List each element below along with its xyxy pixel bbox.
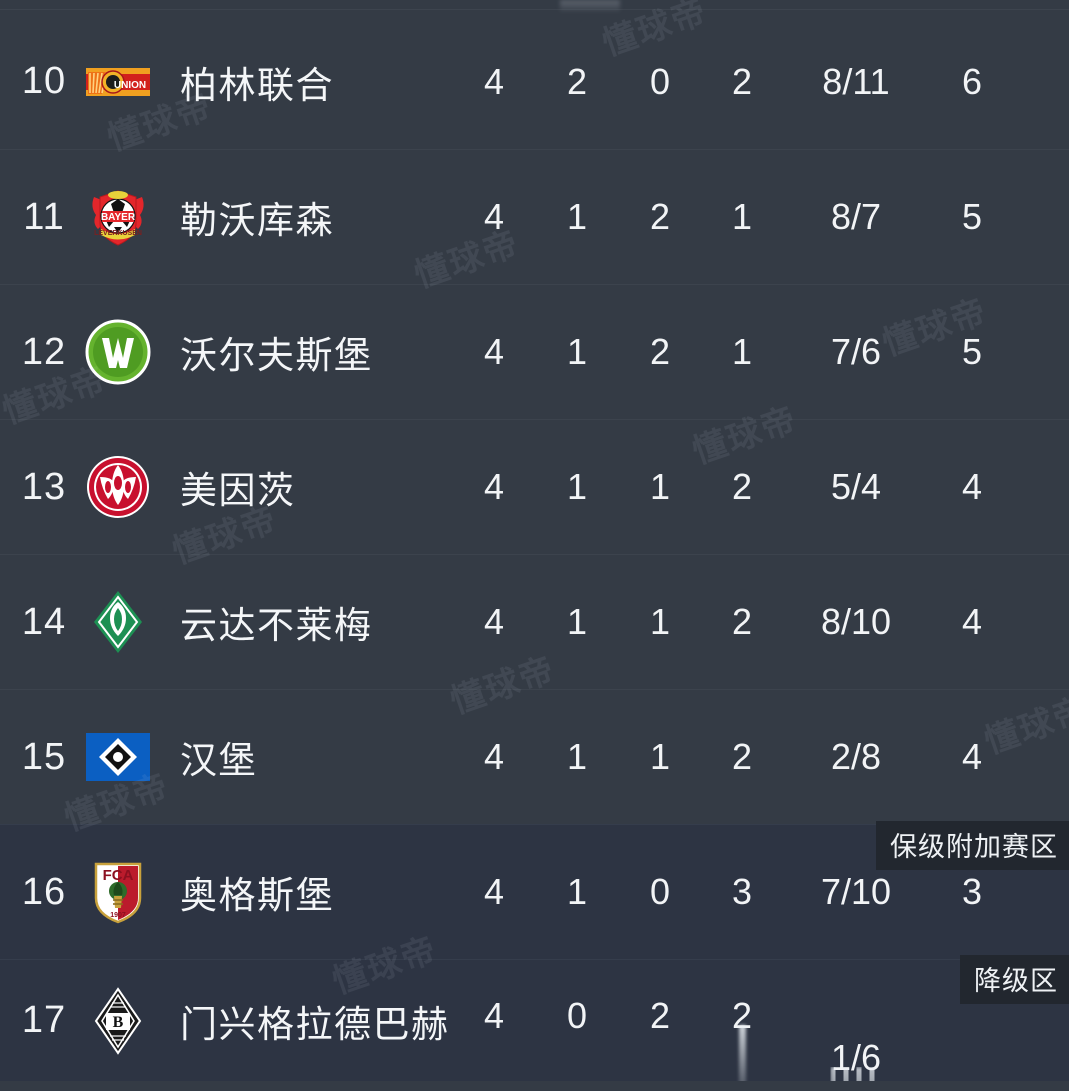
mainz-crest xyxy=(82,451,154,523)
svg-text:LEVERKUSEN: LEVERKUSEN xyxy=(94,230,142,237)
lost-cell: 2 xyxy=(435,995,1050,1037)
stats-group: 4 1 1 2 8/10 4 xyxy=(454,555,1069,689)
table-row[interactable]: 13 美因茨 4 1 1 2 5/4 4 xyxy=(0,419,1069,554)
lost-cell: 2 xyxy=(731,466,753,507)
rank-cell: 11 xyxy=(23,195,65,238)
drawn-cell: 1 xyxy=(649,736,671,777)
team-name[interactable]: 沃尔夫斯堡 xyxy=(180,335,373,376)
drawn-cell: 2 xyxy=(649,196,671,237)
drawn-cell: 2 xyxy=(649,331,671,372)
standings-table: 10 UNION 柏林联合 4 2 0 2 8/11 6 11 xyxy=(0,14,1069,1081)
rank-cell: 10 xyxy=(21,60,67,102)
played-cell: 4 xyxy=(483,871,505,912)
werder-bremen-crest xyxy=(82,586,154,658)
row-divider xyxy=(0,9,1069,10)
stats-group: 4 2 0 2 8/11 6 xyxy=(454,14,1069,149)
team-name[interactable]: 美因茨 xyxy=(180,470,296,511)
drawn-cell: 0 xyxy=(649,60,671,102)
svg-text:B: B xyxy=(113,1014,124,1031)
augsburg-crest: FCA 1907 xyxy=(82,856,154,928)
team-name[interactable]: 汉堡 xyxy=(180,740,257,781)
goals-cell: 1/6 xyxy=(549,1037,1069,1079)
stats-group: 4 1 2 1 7/6 5 xyxy=(454,285,1069,419)
points-cell: 2 xyxy=(665,1079,1069,1081)
scroll-smear-artifact xyxy=(560,0,620,13)
points-cell: 3 xyxy=(961,871,983,912)
team-name[interactable]: 奥格斯堡 xyxy=(180,875,334,916)
lost-cell: 3 xyxy=(731,871,753,912)
goals-cell: 8/7 xyxy=(830,196,882,237)
goals-cell: 8/10 xyxy=(820,601,892,642)
table-row[interactable]: 11 BAYER LEVERKUSEN 勒沃库森 4 1 2 1 8/7 5 xyxy=(0,149,1069,284)
won-cell: 1 xyxy=(566,601,588,642)
played-cell: 4 xyxy=(483,331,505,372)
clipped-row-top xyxy=(0,0,1069,14)
zone-badge-playoff: 保级附加赛区 xyxy=(876,821,1069,870)
won-cell: 1 xyxy=(566,331,588,372)
goals-cell: 5/4 xyxy=(830,466,882,507)
played-cell: 4 xyxy=(483,601,505,642)
svg-text:FCA: FCA xyxy=(103,867,134,884)
points-cell: 5 xyxy=(961,331,983,372)
team-name[interactable]: 门兴格拉德巴赫 xyxy=(180,1003,450,1045)
rank-cell: 15 xyxy=(21,735,67,778)
won-cell: 1 xyxy=(566,196,588,237)
zone-badge-relegation: 降级区 xyxy=(960,955,1069,1004)
goals-cell: 7/6 xyxy=(830,331,882,372)
points-cell: 4 xyxy=(961,601,983,642)
rank-cell: 17 xyxy=(21,999,67,1041)
lost-cell: 1 xyxy=(731,331,753,372)
table-row[interactable]: 15 汉堡 4 1 1 2 2/8 4 xyxy=(0,689,1069,824)
rank-cell: 16 xyxy=(21,870,67,913)
union-berlin-crest: UNION xyxy=(82,46,154,118)
goals-cell: 8/11 xyxy=(822,60,890,102)
svg-text:BAYER: BAYER xyxy=(101,212,136,223)
table-row[interactable]: 12 沃尔夫斯堡 4 1 2 1 7/6 5 xyxy=(0,284,1069,419)
drawn-cell: 1 xyxy=(649,466,671,507)
rank-cell: 14 xyxy=(21,600,67,643)
stats-group: 4 1 1 2 5/4 4 xyxy=(454,420,1069,554)
stats-group: 4 1 2 1 8/7 5 xyxy=(454,150,1069,284)
rank-cell: 12 xyxy=(21,330,67,373)
played-cell: 4 xyxy=(483,466,505,507)
bayer-leverkusen-crest: BAYER LEVERKUSEN xyxy=(82,181,154,253)
lost-cell: 2 xyxy=(731,736,753,777)
drawn-cell: 1 xyxy=(649,601,671,642)
won-cell: 1 xyxy=(566,466,588,507)
team-name[interactable]: 柏林联合 xyxy=(180,64,334,106)
stats-group: 4 1 1 2 2/8 4 xyxy=(454,690,1069,824)
drawn-cell: 0 xyxy=(649,871,671,912)
goals-cell: 2/8 xyxy=(830,736,882,777)
points-cell: 4 xyxy=(961,736,983,777)
played-cell: 4 xyxy=(483,736,505,777)
rank-cell: 13 xyxy=(21,465,67,508)
points-cell: 4 xyxy=(961,466,983,507)
hamburg-crest xyxy=(82,721,154,793)
won-cell: 1 xyxy=(566,871,588,912)
played-cell: 4 xyxy=(483,196,505,237)
points-cell: 6 xyxy=(961,60,983,102)
table-row[interactable]: 14 云达不莱梅 4 1 1 2 8/10 4 xyxy=(0,554,1069,689)
borussia-monchengladbach-crest: B xyxy=(82,985,154,1057)
svg-text:1907: 1907 xyxy=(110,912,126,919)
team-name[interactable]: 勒沃库森 xyxy=(180,200,334,241)
won-cell: 2 xyxy=(566,60,588,102)
played-cell: 4 xyxy=(483,60,505,102)
lost-cell: 2 xyxy=(731,601,753,642)
team-name[interactable]: 云达不莱梅 xyxy=(180,605,373,646)
lost-cell: 2 xyxy=(731,60,753,102)
table-row[interactable]: 10 UNION 柏林联合 4 2 0 2 8/11 6 xyxy=(0,14,1069,149)
svg-text:UNION: UNION xyxy=(114,80,146,91)
points-cell: 5 xyxy=(961,196,983,237)
wolfsburg-crest xyxy=(82,316,154,388)
goals-cell: 7/10 xyxy=(820,871,892,912)
lost-cell: 1 xyxy=(731,196,753,237)
stats-group: 4 1 0 3 7/10 3 xyxy=(454,825,1069,959)
won-cell: 1 xyxy=(566,736,588,777)
